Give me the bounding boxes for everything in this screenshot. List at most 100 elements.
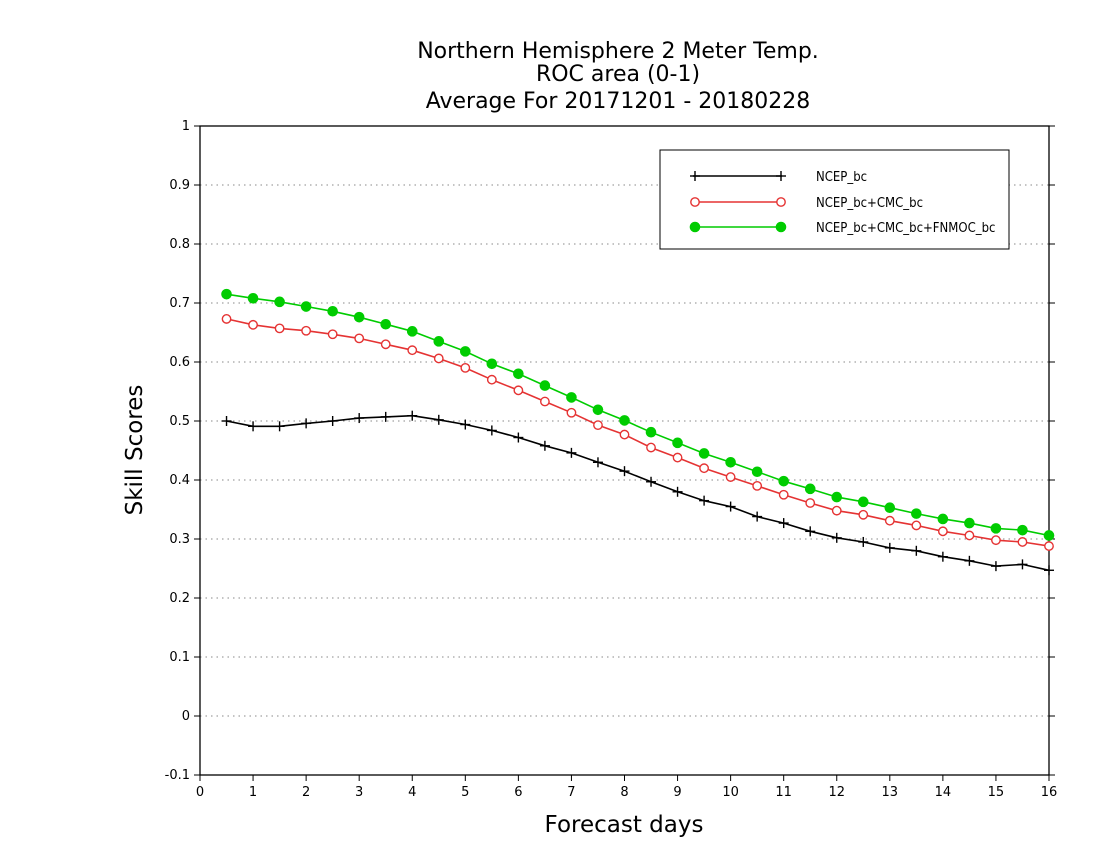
y-tick-label: 0.3	[169, 532, 190, 547]
series-0-point-4	[327, 416, 338, 426]
series-0-point-17	[672, 486, 683, 497]
series-2-point-31	[1043, 530, 1055, 541]
series-0-point-23	[831, 532, 842, 543]
series-2-point-12	[539, 380, 551, 391]
series-0-point-29	[990, 561, 1001, 572]
legend: NCEP_bc NCEP_bc+CMC_bc NCEP_bc+CMC_bc+FNMO…	[659, 149, 1010, 250]
chart-title-line-2: ROC area (0-1)	[536, 62, 700, 87]
gridlines	[200, 184, 1049, 717]
chart-title-line-3: Average For 20171201 - 20180228	[426, 89, 811, 114]
series-0-point-31	[1044, 565, 1054, 576]
legend-marker-start-1	[690, 197, 700, 207]
series-line-2	[226, 293, 1050, 537]
series-2-point-0	[221, 288, 232, 300]
legend-marker-start-0	[690, 171, 700, 181]
series-0-point-26	[911, 545, 922, 556]
series-1-point-17	[672, 452, 683, 463]
x-tick-label: 7	[567, 785, 575, 800]
series-2-point-24	[857, 496, 869, 508]
x-tick-label: 8	[620, 785, 628, 800]
series-0-point-11	[513, 432, 524, 443]
legend-box	[659, 149, 1010, 250]
series-1-point-28	[964, 530, 975, 541]
series-0-point-13	[566, 447, 577, 458]
series-1-point-18	[699, 463, 709, 474]
y-tick-label: 0.6	[169, 355, 190, 370]
series-1-point-12	[540, 396, 550, 407]
chart-title-line-1: Northern Hemisphere 2 Meter Temp.	[417, 39, 819, 64]
series-0-point-0	[221, 416, 232, 426]
series-2-point-1	[247, 292, 259, 304]
series-0-point-20	[752, 511, 763, 522]
x-tick-label: 6	[514, 785, 522, 800]
legend-entry-2: NCEP_bc+CMC_bc+FNMOC_bc	[689, 221, 995, 236]
series-2-point-13	[566, 392, 577, 403]
legend-marker-end-0	[776, 171, 786, 181]
x-tick-label: 13	[882, 785, 899, 800]
series-1-point-2	[274, 323, 285, 334]
series-2-point-5	[353, 311, 365, 323]
series-2-point-16	[645, 426, 657, 438]
series-0-point-3	[301, 418, 312, 429]
series-1-point-0	[221, 314, 232, 324]
series-1-point-15	[619, 429, 630, 440]
series-1-point-22	[805, 498, 816, 508]
series-0-point-9	[460, 419, 471, 430]
series-1-point-27	[937, 526, 948, 537]
legend-entry-0: NCEP_bc	[690, 170, 867, 185]
series-2-point-22	[804, 483, 816, 495]
series-1-point-14	[593, 420, 603, 431]
series-1-point-4	[327, 329, 338, 340]
series-layer	[221, 288, 1055, 576]
x-tick-label: 16	[1041, 785, 1058, 800]
series-2-point-7	[406, 326, 418, 337]
series-0-point-15	[619, 466, 630, 477]
series-1-point-16	[646, 442, 656, 453]
series-2-point-9	[460, 346, 471, 357]
series-0-point-30	[1017, 559, 1028, 570]
series-1-point-3	[301, 325, 312, 336]
x-tick-label: 1	[249, 785, 257, 800]
series-2-point-19	[725, 457, 736, 468]
series-2-point-25	[884, 502, 896, 514]
series-2-point-17	[672, 437, 683, 449]
y-tick-label: 0.4	[169, 473, 190, 488]
series-1-point-5	[354, 333, 365, 344]
x-tick-label: 5	[461, 785, 469, 800]
series-2-point-10	[486, 358, 498, 370]
series-0-point-10	[486, 425, 497, 436]
series-1-point-24	[858, 509, 869, 520]
legend-label-2: NCEP_bc+CMC_bc+FNMOC_bc	[816, 221, 995, 236]
series-1-point-23	[831, 505, 842, 516]
y-axis-title: Skill Scores	[122, 385, 148, 516]
legend-label-0: NCEP_bc	[816, 170, 867, 185]
series-0	[221, 410, 1054, 576]
series-0-point-16	[646, 476, 657, 487]
series-2-point-4	[327, 305, 338, 317]
x-tick-label: 2	[302, 785, 310, 800]
series-0-point-18	[699, 495, 710, 506]
series-1	[221, 314, 1054, 551]
y-tick-label: 0.9	[169, 178, 190, 193]
series-1-point-6	[380, 339, 391, 350]
series-0-point-1	[248, 421, 259, 432]
x-tick-label: 4	[408, 785, 416, 800]
series-1-point-31	[1044, 541, 1054, 551]
series-2	[221, 288, 1055, 541]
x-tick-label: 9	[673, 785, 681, 800]
x-tick-label: 14	[935, 785, 952, 800]
series-2-point-8	[433, 336, 445, 347]
series-0-point-12	[539, 440, 550, 451]
series-0-point-27	[937, 551, 948, 562]
series-2-point-6	[380, 318, 392, 330]
series-2-point-11	[513, 368, 524, 380]
legend-marker-start-2	[689, 221, 701, 233]
series-0-point-21	[778, 518, 789, 529]
series-2-point-14	[592, 404, 604, 416]
series-1-point-26	[911, 520, 922, 531]
series-2-point-23	[831, 491, 843, 503]
y-tick-label: 0.1	[169, 650, 190, 665]
series-1-point-30	[1017, 537, 1028, 547]
x-tick-label: 10	[722, 785, 739, 800]
